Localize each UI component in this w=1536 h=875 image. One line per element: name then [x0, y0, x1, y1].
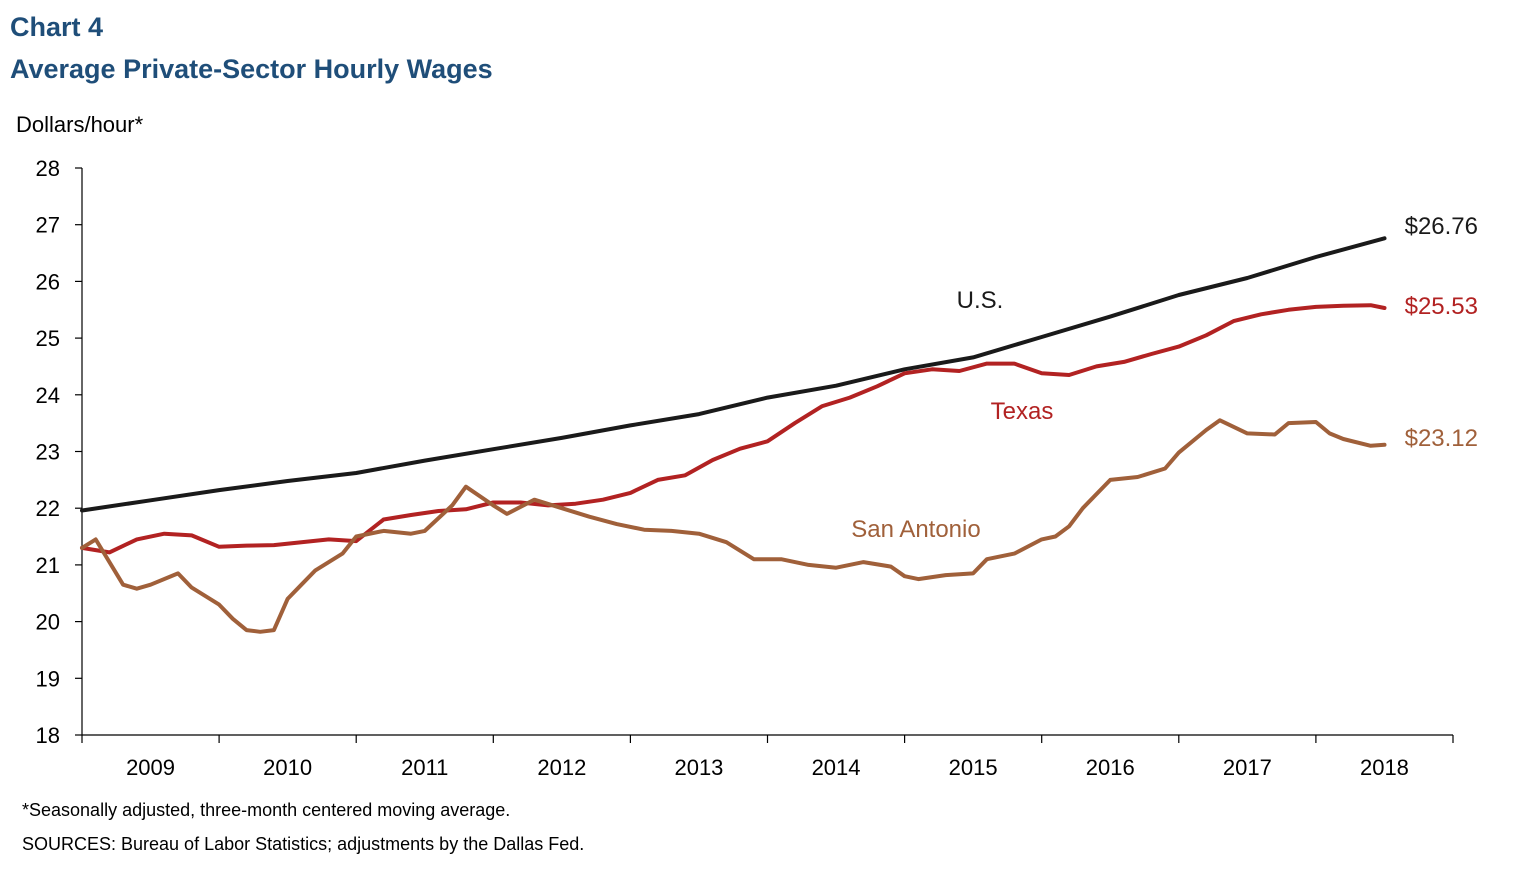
- x-tick-label: 2010: [263, 755, 312, 780]
- y-tick-label: 20: [36, 610, 60, 635]
- x-tick-label: 2013: [674, 755, 723, 780]
- chart-series: [80, 236, 1387, 634]
- chart-title: Average Private-Sector Hourly Wages: [10, 54, 493, 84]
- y-tick-label: 18: [36, 723, 60, 748]
- x-tick-label: 2018: [1360, 755, 1409, 780]
- footnote-note: *Seasonally adjusted, three-month center…: [22, 800, 511, 820]
- series-line-u-s: [80, 236, 1387, 513]
- series-label-u-s: U.S.: [957, 287, 1004, 314]
- line-chart: 18 19 20 21 22 23 24 25 26 27 28 2009 2010 2011 2012 20…: [36, 156, 1478, 780]
- series-line-texas: [80, 303, 1387, 555]
- series-label-texas: Texas: [991, 398, 1054, 425]
- end-value-label-u-s: $26.76: [1405, 213, 1478, 240]
- series-line-san-antonio: [80, 418, 1387, 634]
- y-tick-label: 25: [36, 326, 60, 351]
- chart-axes: 18 19 20 21 22 23 24 25 26 27 28 2009 2010 2011 2012 20…: [36, 156, 1454, 780]
- title-block: Chart 4 Average Private-Sector Hourly Wa…: [10, 8, 493, 88]
- x-tick-label: 2009: [126, 755, 175, 780]
- y-tick-label: 22: [36, 496, 60, 521]
- y-tick-label: 19: [36, 666, 60, 691]
- y-tick-label: 28: [36, 156, 60, 181]
- footnote-sources: SOURCES: Bureau of Labor Statistics; adj…: [22, 834, 585, 854]
- series-label-san-antonio: San Antonio: [851, 516, 980, 543]
- x-tick-label: 2016: [1086, 755, 1135, 780]
- x-tick-label: 2012: [537, 755, 586, 780]
- y-tick-label: 27: [36, 213, 60, 238]
- y-tick-label: 26: [36, 269, 60, 294]
- x-tick-label: 2017: [1223, 755, 1272, 780]
- x-tick-label: 2011: [401, 755, 448, 780]
- chart-labels: U.S. $26.76 Texas $25.53 San Antonio $23.12: [851, 213, 1478, 543]
- x-tick-label: 2015: [949, 755, 998, 780]
- chart-number: Chart 4: [10, 12, 104, 42]
- y-tick-label: 21: [36, 553, 60, 578]
- y-tick-label: 23: [36, 440, 60, 465]
- y-tick-label: 24: [36, 383, 60, 408]
- y-axis-unit-label: Dollars/hour*: [16, 112, 144, 137]
- end-value-label-san-antonio: $23.12: [1405, 425, 1478, 452]
- end-value-label-texas: $25.53: [1405, 293, 1478, 320]
- x-tick-label: 2014: [812, 755, 861, 780]
